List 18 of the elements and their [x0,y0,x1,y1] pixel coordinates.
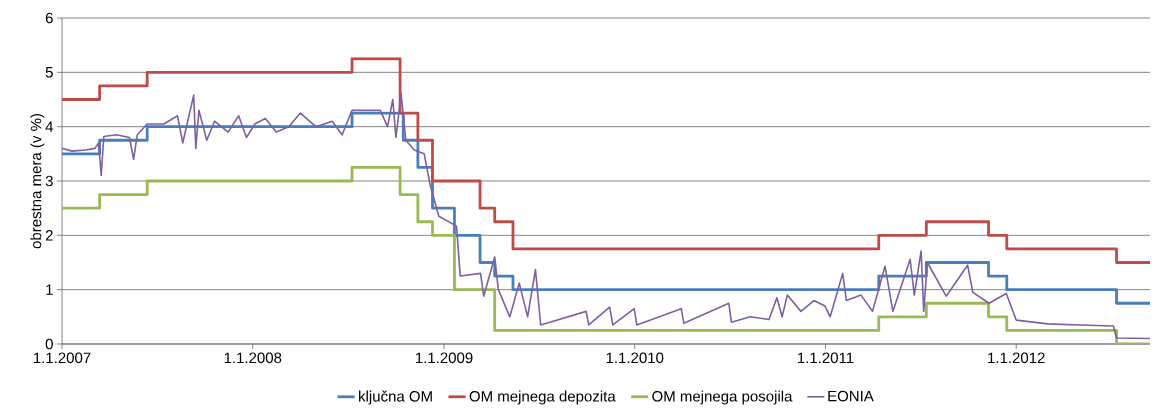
x-tick-label: 1.1.2008 [224,352,282,364]
legend-label: OM mejnega depozita [469,390,616,405]
legend-label: ključna OM [359,390,432,405]
y-tick-label: 4 [45,121,54,132]
y-tick-label: 5 [45,67,53,78]
x-tick-label: 1.1.2012 [988,352,1045,364]
y-tick-label: 6 [45,12,53,24]
y-tick-label: 2 [45,230,53,241]
y-tick-label: 3 [45,175,53,187]
y-tick-label: 1 [46,284,53,295]
x-tick-label: 1.1.2011 [797,352,854,364]
y-axis-title: obrestna mera (v %) [30,114,45,249]
x-tick-label: 1.1.2007 [33,352,91,364]
x-tick-label: 1.1.2009 [415,352,473,364]
legend-label: OM mejnega posojila [652,390,793,405]
legend-label: EONIA [828,390,874,402]
y-tick-label: 0 [45,338,53,350]
x-tick-label: 1.1.2010 [606,352,664,364]
